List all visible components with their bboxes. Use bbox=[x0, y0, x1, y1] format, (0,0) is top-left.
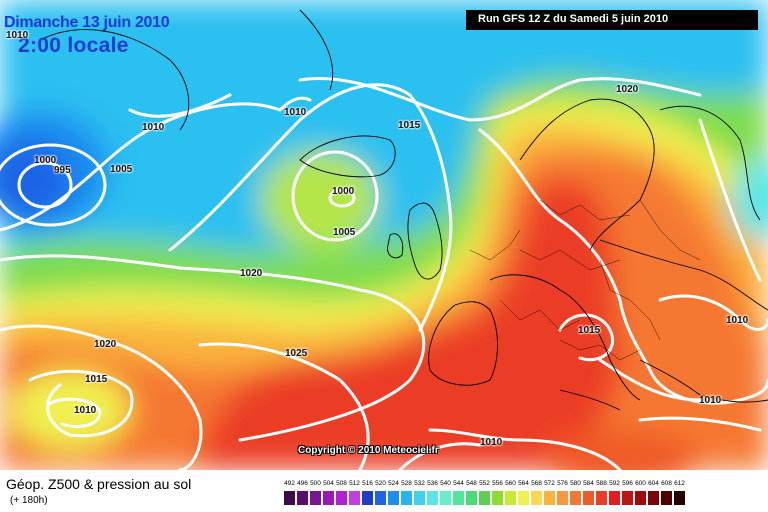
isobar-label: 1005 bbox=[110, 164, 133, 175]
isobar-label: 1020 bbox=[616, 84, 639, 95]
color-scale-swatch bbox=[414, 491, 425, 505]
color-scale-tick-label: 556 bbox=[492, 480, 503, 487]
color-scale-swatch bbox=[570, 491, 581, 505]
color-scale-tick-label: 500 bbox=[310, 480, 321, 487]
isobar-label: 1000 bbox=[34, 155, 57, 166]
color-scale-tick-label: 604 bbox=[648, 480, 659, 487]
color-scale-tick-label: 548 bbox=[466, 480, 477, 487]
color-scale-swatch bbox=[284, 491, 295, 505]
isobar-label: 1010 bbox=[284, 107, 307, 118]
color-scale-tick-label: 584 bbox=[583, 480, 594, 487]
coastlines bbox=[39, 9, 768, 411]
color-scale-swatch bbox=[648, 491, 659, 505]
color-scale-swatch bbox=[544, 491, 555, 505]
color-scale-swatch bbox=[583, 491, 594, 505]
model-run-label: Run GFS 12 Z du Samedi 5 juin 2010 bbox=[478, 13, 669, 25]
isobar-label: 1010 bbox=[699, 395, 722, 406]
color-scale-tick-label: 492 bbox=[284, 480, 295, 487]
color-scale-tick-label: 536 bbox=[427, 480, 438, 487]
color-scale-swatch bbox=[375, 491, 386, 505]
color-scale-tick-label: 532 bbox=[414, 480, 425, 487]
isobar-label: 1010 bbox=[74, 405, 97, 416]
copyright-notice: Copyright © 2010 Meteociel.fr bbox=[298, 445, 439, 456]
color-scale-tick-label: 576 bbox=[557, 480, 568, 487]
isobar-label: 1015 bbox=[578, 325, 601, 336]
color-scale-tick-label: 504 bbox=[323, 480, 334, 487]
color-scale-swatch bbox=[336, 491, 347, 505]
color-scale-swatch bbox=[609, 491, 620, 505]
color-scale-tick-label: 560 bbox=[505, 480, 516, 487]
color-scale-swatch bbox=[297, 491, 308, 505]
isobar-label: 1000 bbox=[332, 186, 355, 197]
isobar-label: 1015 bbox=[398, 120, 421, 131]
color-scale-tick-label: 520 bbox=[375, 480, 386, 487]
isobar-label: 1010 bbox=[726, 315, 749, 326]
color-scale-swatch bbox=[661, 491, 672, 505]
legend-bar: Géop. Z500 & pression au sol (+ 180h) 49… bbox=[0, 470, 768, 512]
color-scale-swatch bbox=[492, 491, 503, 505]
color-scale-tick-label: 524 bbox=[388, 480, 399, 487]
lead-time: (+ 180h) bbox=[10, 495, 48, 506]
forecast-local-time: 2:00 locale bbox=[18, 34, 129, 57]
color-scale-tick-label: 608 bbox=[661, 480, 672, 487]
color-scale-tick-label: 572 bbox=[544, 480, 555, 487]
isobar-label: 1025 bbox=[285, 348, 308, 359]
color-scale bbox=[284, 491, 687, 505]
color-scale-swatch bbox=[388, 491, 399, 505]
color-scale-tick-label: 508 bbox=[336, 480, 347, 487]
color-scale-tick-label: 512 bbox=[349, 480, 360, 487]
color-scale-swatch bbox=[427, 491, 438, 505]
isobar-label: 1010 bbox=[480, 437, 503, 448]
color-scale-swatch bbox=[635, 491, 646, 505]
color-scale-swatch bbox=[453, 491, 464, 505]
weather-map: Dimanche 13 juin 2010 2:00 locale Run GF… bbox=[0, 0, 768, 470]
isobar-label: 995 bbox=[54, 165, 71, 176]
color-scale-tick-label: 580 bbox=[570, 480, 581, 487]
color-scale-tick-label: 540 bbox=[440, 480, 451, 487]
color-scale-tick-label: 516 bbox=[362, 480, 373, 487]
isobar-label: 1010 bbox=[142, 122, 165, 133]
isobar-lines bbox=[0, 77, 768, 470]
color-scale-swatch bbox=[674, 491, 685, 505]
parameter-title: Géop. Z500 & pression au sol bbox=[6, 476, 192, 492]
color-scale-tick-label: 496 bbox=[297, 480, 308, 487]
color-scale-tick-label: 612 bbox=[674, 480, 685, 487]
color-scale-tick-label: 600 bbox=[635, 480, 646, 487]
color-scale-tick-label: 552 bbox=[479, 480, 490, 487]
isobar-label: 1020 bbox=[240, 268, 263, 279]
isobar-label: 1020 bbox=[94, 339, 117, 350]
color-scale-swatch bbox=[557, 491, 568, 505]
isobar-label: 1010 bbox=[6, 30, 29, 41]
color-scale-tick-label: 588 bbox=[596, 480, 607, 487]
borders bbox=[469, 199, 701, 361]
isobar-label: 1015 bbox=[85, 374, 108, 385]
color-scale-tick-label: 544 bbox=[453, 480, 464, 487]
color-scale-swatch bbox=[323, 491, 334, 505]
color-scale-swatch bbox=[310, 491, 321, 505]
geopotential-field bbox=[0, 0, 768, 470]
model-run-banner: Run GFS 12 Z du Samedi 5 juin 2010 bbox=[466, 10, 758, 30]
isobar-label: 1005 bbox=[333, 227, 356, 238]
color-scale-tick-label: 592 bbox=[609, 480, 620, 487]
color-scale-swatch bbox=[466, 491, 477, 505]
color-scale-swatch bbox=[479, 491, 490, 505]
color-scale-swatch bbox=[596, 491, 607, 505]
forecast-date: Dimanche 13 juin 2010 bbox=[4, 14, 170, 31]
color-scale-swatch bbox=[349, 491, 360, 505]
color-scale-swatch bbox=[531, 491, 542, 505]
color-scale-tick-label: 564 bbox=[518, 480, 529, 487]
color-scale-swatch bbox=[440, 491, 451, 505]
color-scale-swatch bbox=[505, 491, 516, 505]
color-scale-tick-label: 528 bbox=[401, 480, 412, 487]
color-scale-tick-label: 568 bbox=[531, 480, 542, 487]
color-scale-swatch bbox=[622, 491, 633, 505]
color-scale-tick-label: 596 bbox=[622, 480, 633, 487]
color-scale-swatch bbox=[401, 491, 412, 505]
color-scale-swatch bbox=[362, 491, 373, 505]
color-scale-swatch bbox=[518, 491, 529, 505]
